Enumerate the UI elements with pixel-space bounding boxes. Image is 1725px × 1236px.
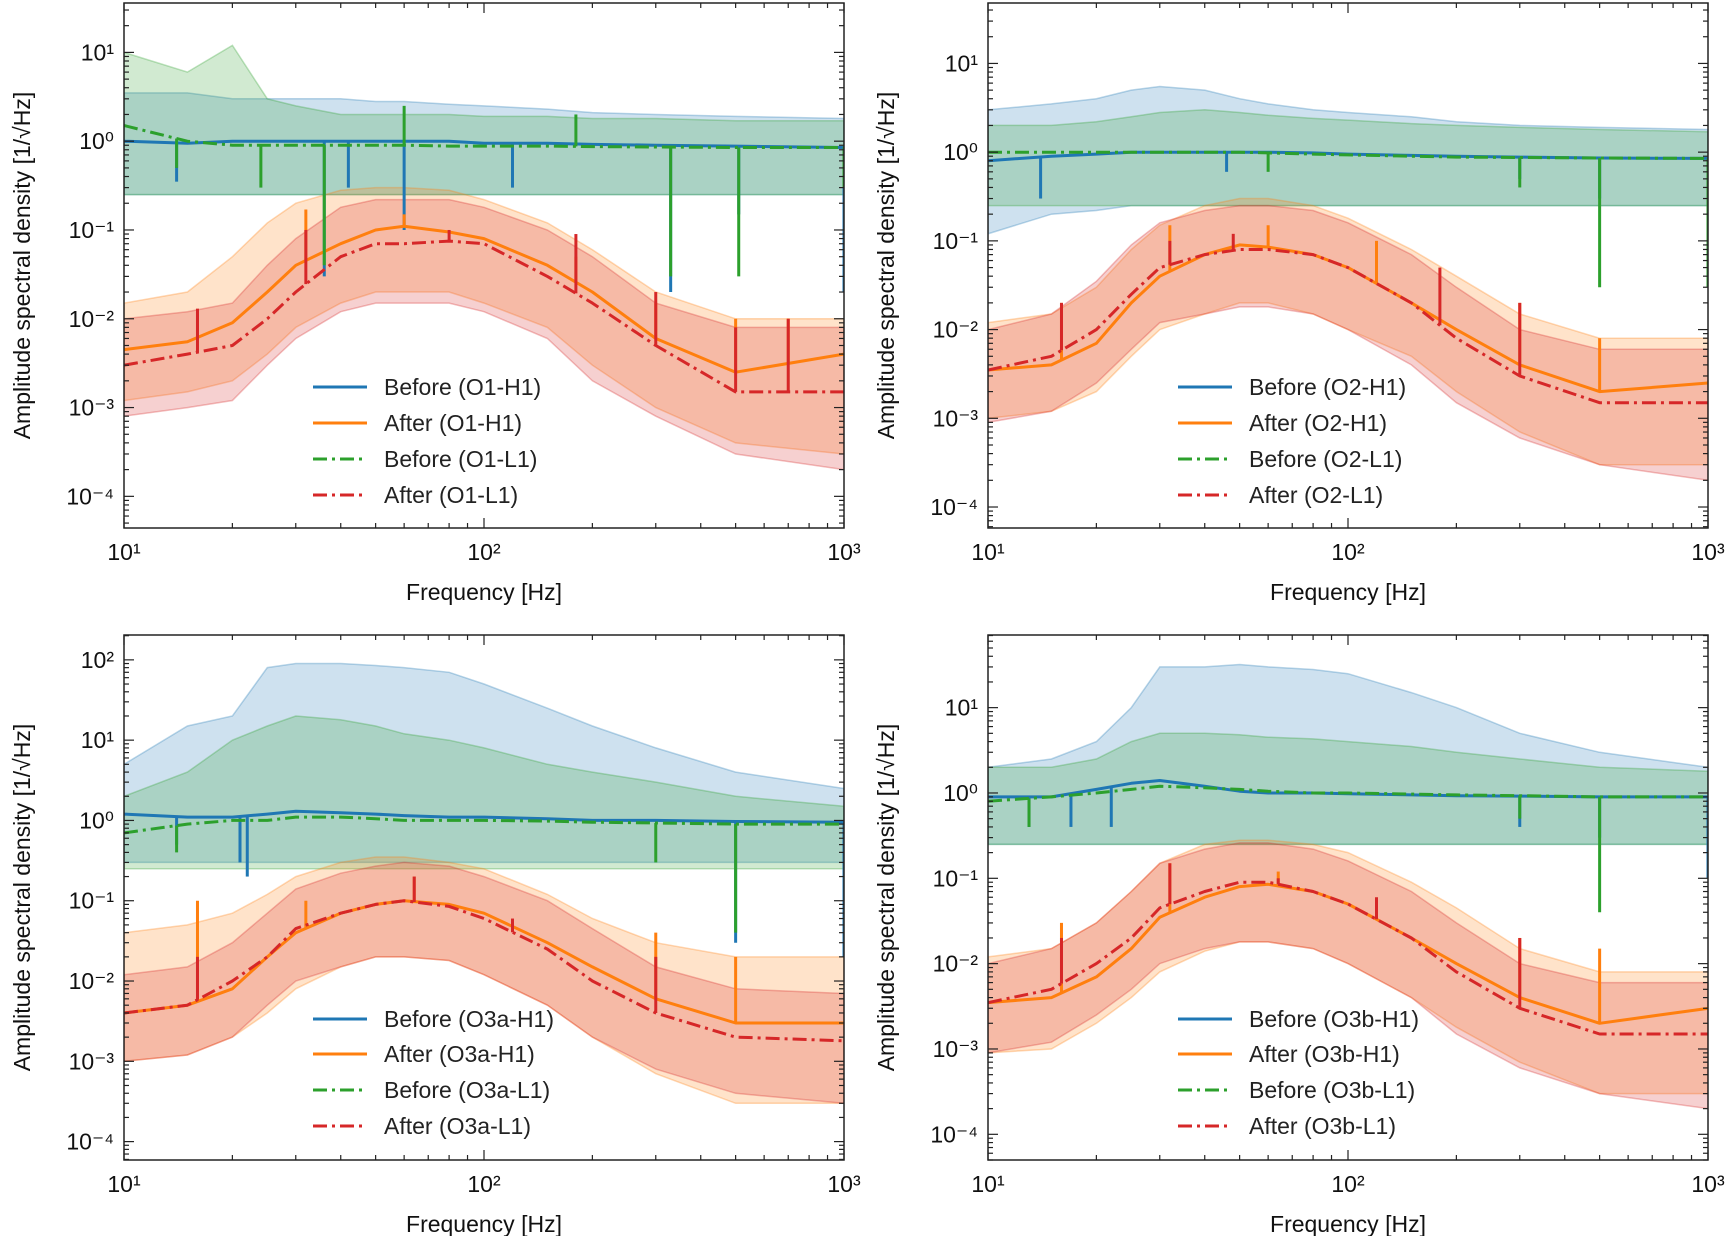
legend-label: Before (O2-H1) [1249,374,1406,400]
x-axis-label: Frequency [Hz] [1270,1211,1426,1236]
x-tick-label: 10³ [827,1171,861,1197]
x-tick-label: 10² [1331,539,1365,565]
band-after-o3a-l1- [124,861,844,1105]
y-axis-label: Amplitude spectral density [1/√Hz] [9,724,35,1072]
x-tick-label: 10² [467,539,501,565]
y-tick-label: 10⁻⁴ [930,1121,978,1147]
plot-area [124,44,844,471]
legend-label: Before (O3a-L1) [384,1077,550,1103]
plot-area [988,663,1708,1110]
y-tick-label: 10⁻¹ [933,865,979,891]
x-tick-label: 10² [1331,1171,1365,1197]
legend-label: After (O2-L1) [1249,482,1383,508]
y-tick-label: 10⁻³ [69,395,115,421]
y-tick-label: 10⁰ [79,128,114,154]
y-tick-label: 10⁻² [69,306,115,332]
line-after-o3b-h1 [988,882,1708,1025]
y-tick-label: 10⁻³ [933,405,979,431]
legend-label: After (O3b-L1) [1249,1113,1396,1139]
y-axis-label: Amplitude spectral density [1/√Hz] [873,92,899,440]
y-tick-label: 10⁻⁴ [66,1129,114,1155]
band-before-o2-h1- [988,85,1708,235]
y-tick-label: 10⁻¹ [933,228,979,254]
y-tick-label: 10⁰ [943,780,978,806]
y-tick-label: 10¹ [81,727,115,753]
x-tick-label: 10³ [1691,1171,1725,1197]
band-after-o1-h1- [124,186,844,455]
band-before-o3b-h1- [988,663,1708,846]
line-before-o3b-l1 [988,784,1708,803]
line-after-o1-l1 [124,239,844,394]
y-tick-label: 10⁰ [943,139,978,165]
panel-O1: 10¹ 10² 10³ 10⁻⁴ 10⁻³ 10⁻² 10⁻¹ 10⁰ 10¹ Frequency… [9,2,861,605]
y-tick-label: 10⁻¹ [69,888,115,914]
x-tick-label: 10³ [1691,539,1725,565]
band-after-o1-l1- [124,198,844,471]
legend-label: Before (O3b-H1) [1249,1006,1419,1032]
legend-label: After (O3a-H1) [384,1041,535,1067]
y-tick-label: 10⁻³ [933,1036,979,1062]
legend-label: After (O2-H1) [1249,410,1387,436]
legend-label: Before (O2-L1) [1249,446,1402,472]
x-axis-label: Frequency [Hz] [406,1211,562,1236]
legend-label: Before (O3a-H1) [384,1006,554,1032]
legend-label: Before (O3b-L1) [1249,1077,1415,1103]
x-tick-label: 10¹ [107,539,141,565]
band-before-o3a-l1- [124,715,844,870]
legend-label: After (O1-L1) [384,482,518,508]
plot-area [124,662,844,1105]
y-tick-label: 10⁻¹ [69,217,115,243]
y-tick-label: 10⁻⁴ [66,483,114,509]
x-tick-label: 10¹ [107,1171,141,1197]
x-tick-label: 10¹ [971,539,1005,565]
y-tick-label: 10⁻² [933,951,979,977]
band-before-o1-l1- [124,44,844,196]
panel-O3b: 10¹ 10² 10³ 10⁻⁴ 10⁻³ 10⁻² 10⁻¹ 10⁰ 10¹ Frequency… [873,634,1725,1236]
y-tick-label: 10⁰ [79,807,114,833]
panel-O3a: 10¹ 10² 10³ 10⁻⁴ 10⁻³ 10⁻² 10⁻¹ 10⁰ 10¹ 10² Freque… [9,634,861,1236]
y-tick-label: 10¹ [945,50,979,76]
legend-label: Before (O1-H1) [384,374,541,400]
band-before-o3b-l1- [988,732,1708,846]
x-tick-label: 10¹ [971,1171,1005,1197]
line-after-o2-l1 [988,248,1708,405]
x-axis-label: Frequency [Hz] [406,579,562,605]
x-axis-label: Frequency [Hz] [1270,579,1426,605]
legend-label: After (O3b-H1) [1249,1041,1400,1067]
y-tick-label: 10¹ [81,39,115,65]
legend-label: After (O1-H1) [384,410,522,436]
band-after-o3b-l1- [988,842,1708,1110]
legend: Before (O3a-H1) After (O3a-H1) Before (O3a… [313,1006,554,1139]
plot-area [988,85,1708,482]
line-before-o3b-h1 [988,779,1708,799]
y-tick-label: 10¹ [945,695,979,721]
x-tick-label: 10³ [827,539,861,565]
line-before-o2-l1 [988,150,1708,160]
legend-label: After (O3a-L1) [384,1113,531,1139]
band-after-o3a-h1- [124,856,844,1105]
line-after-o1-h1 [124,224,844,374]
y-axis-label: Amplitude spectral density [1/√Hz] [9,92,35,440]
y-tick-label: 10⁻³ [69,1048,115,1074]
panel-O2: 10¹ 10² 10³ 10⁻⁴ 10⁻³ 10⁻² 10⁻¹ 10⁰ 10¹ Frequency… [873,2,1725,605]
line-after-o3a-l1 [124,899,844,1043]
y-tick-label: 10⁻² [933,317,979,343]
line-before-o3a-l1 [124,815,844,835]
band-after-o2-h1- [988,197,1708,466]
line-before-o3a-h1 [124,809,844,824]
y-tick-label: 10⁻² [69,968,115,994]
legend: Before (O3b-H1) After (O3b-H1) Before (O3b… [1178,1006,1419,1139]
band-after-o2-l1- [988,204,1708,482]
legend: Before (O1-H1) After (O1-H1) Before (O1-L1… [313,374,541,508]
y-axis-label: Amplitude spectral density [1/√Hz] [873,724,899,1072]
x-tick-label: 10² [467,1171,501,1197]
line-after-o3b-l1 [988,880,1708,1036]
band-before-o2-l1- [988,109,1708,207]
y-tick-label: 10⁻⁴ [930,494,978,520]
y-tick-label: 10² [81,647,115,673]
legend-label: Before (O1-L1) [384,446,537,472]
legend: Before (O2-H1) After (O2-H1) Before (O2-L1… [1178,374,1406,508]
